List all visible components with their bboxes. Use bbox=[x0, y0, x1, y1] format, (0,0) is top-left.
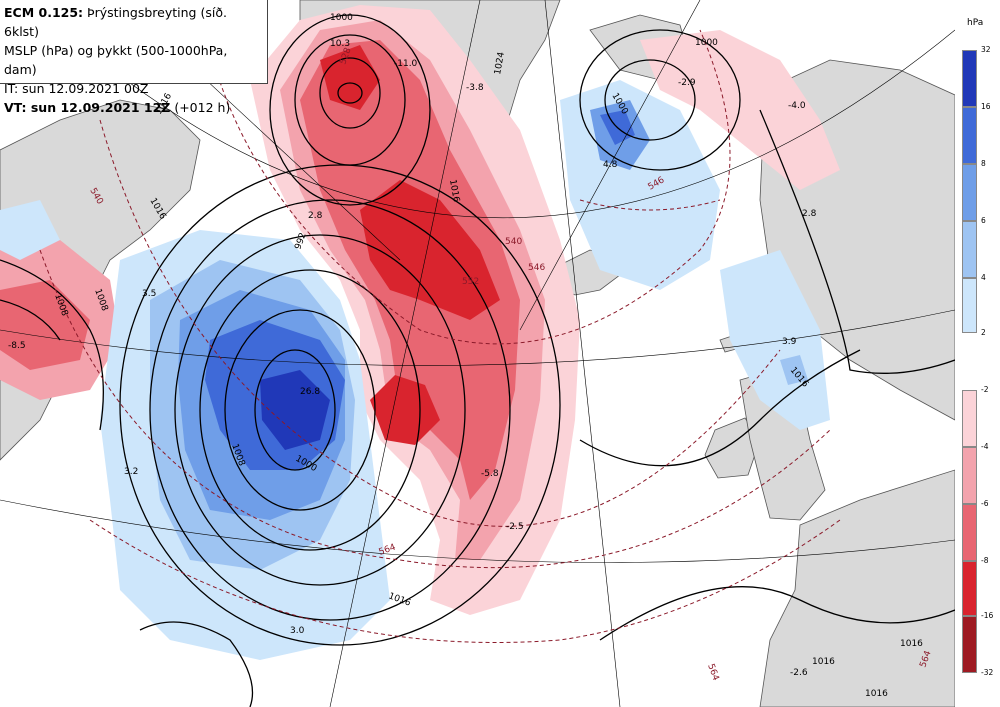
value-label: 3.0 bbox=[290, 626, 305, 636]
value-label: 3.9 bbox=[782, 337, 797, 347]
legend-tick: -6 bbox=[981, 499, 989, 508]
thickness-contours bbox=[39, 0, 841, 643]
fall-region-north bbox=[640, 30, 840, 190]
thickness-label: 540 bbox=[505, 237, 522, 247]
init-time: IT: sun 12.09.2021 00Z bbox=[4, 81, 149, 96]
legend-tick: -16 bbox=[981, 611, 994, 620]
legend-tick: -8 bbox=[981, 556, 989, 565]
value-label: 4.8 bbox=[603, 160, 618, 170]
value-label: 3.5 bbox=[142, 289, 156, 299]
legend-unit: hPa bbox=[967, 18, 984, 28]
isobar-label: 1016 bbox=[865, 689, 888, 699]
value-label: 26.8 bbox=[300, 387, 320, 397]
title-line-1: ECM 0.125: Þrýstingsbreyting (síð. 6klst… bbox=[4, 3, 263, 41]
value-label: -2.6 bbox=[790, 668, 808, 678]
thickness-label: 546 bbox=[528, 263, 545, 273]
rise-color-8 bbox=[962, 164, 977, 221]
fall-color-16 bbox=[962, 616, 977, 673]
pressure-rise-shading bbox=[0, 80, 830, 660]
value-label: -2.9 bbox=[678, 78, 696, 88]
fall-color-2 bbox=[962, 390, 977, 447]
value-label: -4.0 bbox=[788, 101, 806, 111]
legend-tick: 8 bbox=[981, 159, 986, 168]
fall-color-6 bbox=[962, 504, 977, 561]
isobar-label: 1024 bbox=[493, 51, 507, 76]
product-name: Þrýstingsbreyting (síð. 6klst) bbox=[4, 5, 227, 39]
fall-color-4 bbox=[962, 447, 977, 504]
weather-map: 1000 1000 1008 1016 1024 1016 992 1008 1… bbox=[0, 0, 955, 707]
rise-color-6 bbox=[962, 221, 977, 278]
legend-tick: -2 bbox=[981, 385, 989, 394]
isobar-label: 1016 bbox=[900, 639, 923, 649]
value-label: -8.5 bbox=[8, 341, 26, 351]
isobar-label: 1016 bbox=[812, 657, 835, 667]
isobar-label: 1016 bbox=[447, 179, 461, 204]
pressure-fall-shading bbox=[0, 5, 840, 615]
valid-time: VT: sun 12.09.2021 12Z bbox=[4, 100, 171, 115]
map-title-box: ECM 0.125: Þrýstingsbreyting (síð. 6klst… bbox=[0, 0, 268, 115]
legend-tick: 2 bbox=[981, 328, 986, 337]
legend-tick: 32 bbox=[981, 45, 991, 54]
isobars bbox=[0, 14, 955, 707]
thickness-label: 552 bbox=[462, 277, 479, 287]
rise-color-16 bbox=[962, 107, 977, 164]
title-line-4: VT: sun 12.09.2021 12Z (+012 h) bbox=[4, 98, 263, 117]
isobar-label: 1000 bbox=[330, 13, 353, 23]
value-label: -3.8 bbox=[466, 83, 484, 93]
lead-time: (+012 h) bbox=[170, 100, 231, 115]
legend-tick: 6 bbox=[981, 216, 986, 225]
legend-tick: 4 bbox=[981, 273, 986, 282]
rise-color-4 bbox=[962, 278, 977, 333]
value-label: -2.5 bbox=[506, 522, 524, 532]
value-label: -5.8 bbox=[481, 469, 499, 479]
value-label: 10.3 bbox=[330, 39, 350, 49]
model-name: ECM 0.125: bbox=[4, 5, 84, 20]
value-label: 2.8 bbox=[308, 211, 323, 221]
rise-color-32 bbox=[962, 50, 977, 107]
land-europe bbox=[759, 469, 955, 707]
value-label: -11.0 bbox=[394, 59, 418, 69]
legend-tick: 16 bbox=[981, 102, 991, 111]
legend-tick: -4 bbox=[981, 442, 989, 451]
title-line-2: MSLP (hPa) og þykkt (500-1000hPa, dam) bbox=[4, 43, 228, 77]
value-label: 3.2 bbox=[124, 467, 138, 477]
value-label: 2.8 bbox=[802, 209, 817, 219]
fall-color-8 bbox=[962, 561, 977, 616]
value-labels: 10.3 -11.0 -3.8 -2.9 -4.0 4.8 2.8 2.8 3.… bbox=[8, 39, 817, 678]
legend-tick: -32 bbox=[981, 668, 994, 677]
isobar-label: 1000 bbox=[695, 38, 718, 48]
